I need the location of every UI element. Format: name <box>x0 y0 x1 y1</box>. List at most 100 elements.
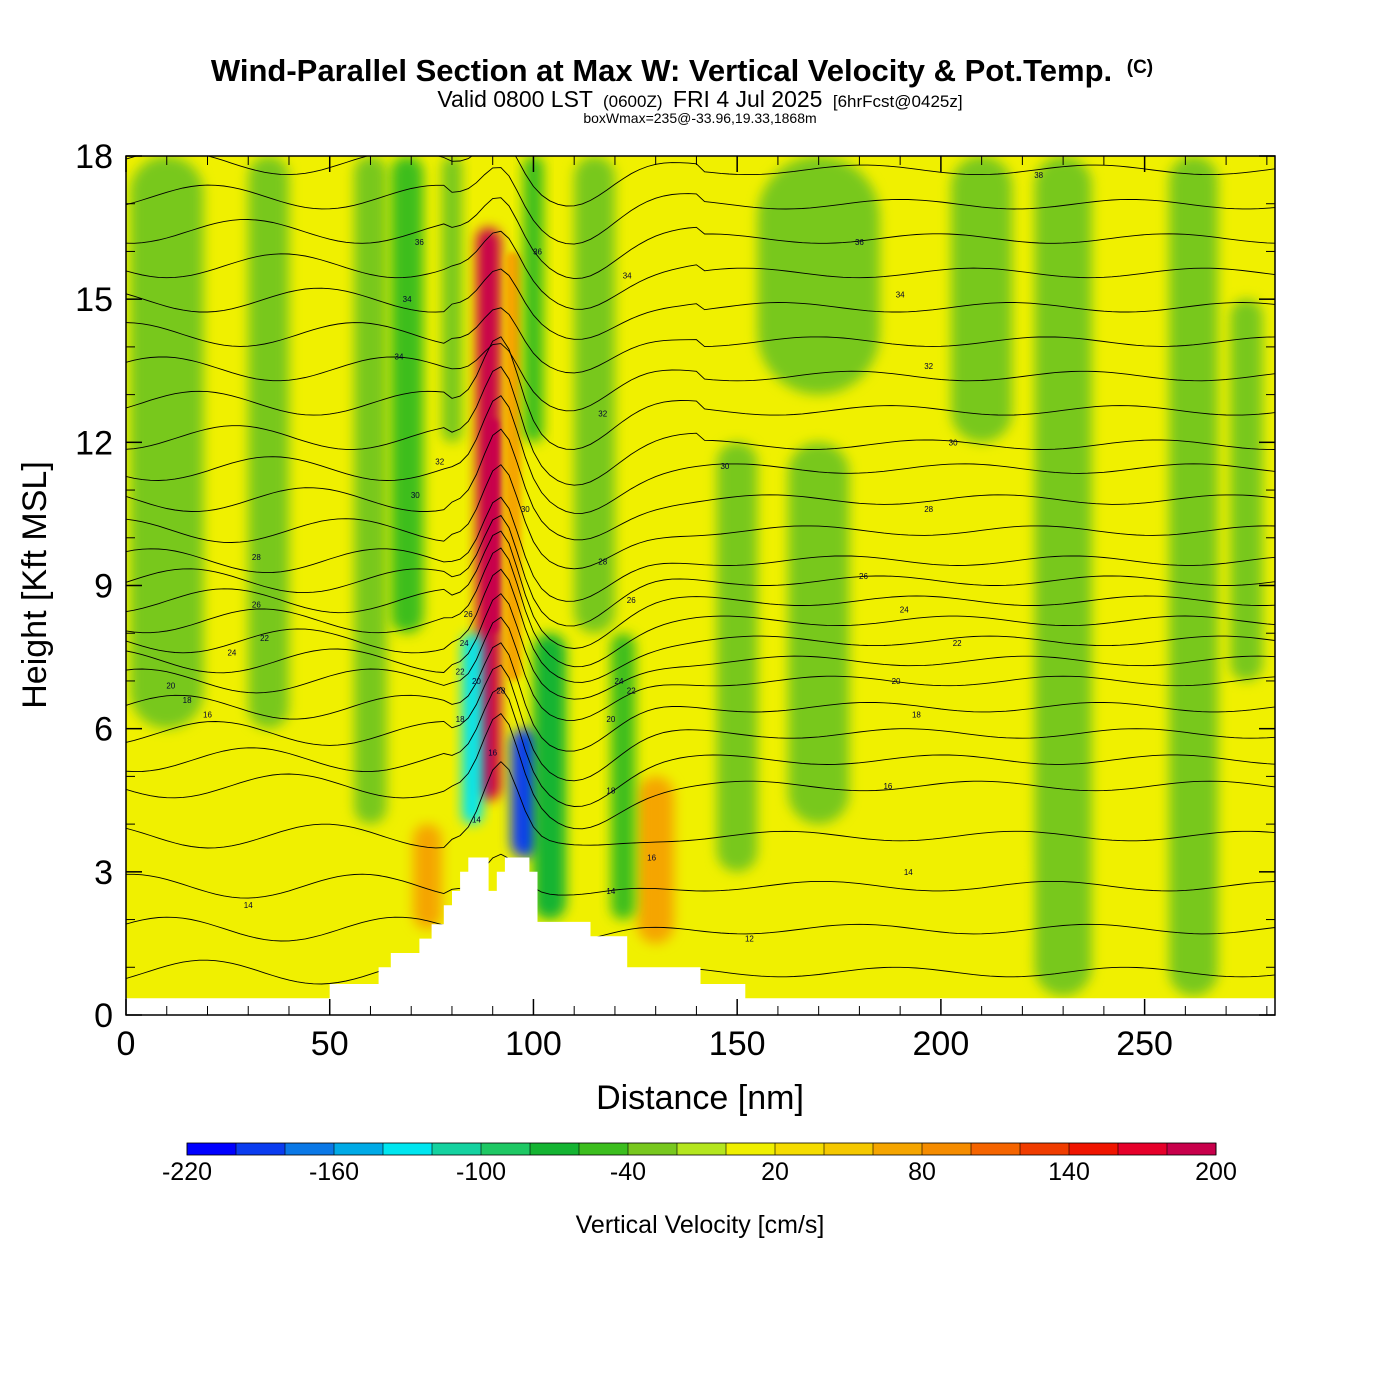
theta-contour-label: 14 <box>904 868 913 877</box>
theta-contour-line <box>126 897 1275 943</box>
velocity-cell <box>610 633 636 920</box>
colorbar-tick-label: -100 <box>456 1158 506 1186</box>
theta-contour-line <box>126 428 1275 541</box>
theta-contour-label: 36 <box>415 238 424 247</box>
theta-contour-line <box>126 156 1275 207</box>
theta-contour-label: 20 <box>166 682 175 691</box>
theta-contour-label: 30 <box>521 505 530 514</box>
velocity-cell <box>1169 156 1218 996</box>
subtitle-utc: (0600Z) <box>603 92 663 111</box>
theta-contour-label: 24 <box>615 677 624 686</box>
theta-contour-label: 14 <box>244 901 253 910</box>
theta-contour-line <box>126 496 1275 602</box>
velocity-cell <box>951 156 1013 443</box>
y-tick-label: 9 <box>94 568 113 606</box>
colorbar-swatch <box>726 1143 776 1155</box>
theta-contour-label: 32 <box>435 457 444 466</box>
theta-contour-label: 24 <box>460 639 469 648</box>
y-axis-label: Height [Kft MSL] <box>16 461 54 709</box>
colorbar-frame <box>186 1142 1217 1156</box>
theta-contour-line <box>126 464 1275 570</box>
theta-contour-label: 26 <box>252 601 261 610</box>
theta-contour-label: 28 <box>252 553 261 562</box>
colorbar-tick-label: 80 <box>908 1158 936 1186</box>
theta-contour-label: 16 <box>883 782 892 791</box>
theta-contour-label: 26 <box>859 572 868 581</box>
theta-contour-line <box>126 167 1275 245</box>
theta-contour-label: 34 <box>623 271 632 280</box>
theta-contour-label: 30 <box>720 462 729 471</box>
theta-contour-label: 36 <box>533 247 542 256</box>
colorbar: -220 -160 -100 -40 20 80 140 200 <box>162 1142 1237 1186</box>
theta-contour-line <box>126 642 1275 752</box>
theta-contour-line <box>126 395 1275 514</box>
velocity-cell <box>637 776 675 944</box>
x-tick-label: 0 <box>117 1025 136 1063</box>
velocity-cell <box>716 442 758 872</box>
theta-contour-label: 16 <box>488 749 497 758</box>
theta-contour-label: 30 <box>411 491 420 500</box>
colorbar-swatch <box>481 1143 531 1155</box>
theta-contour-label: 34 <box>403 295 412 304</box>
theta-contour-label: 24 <box>900 605 909 614</box>
theta-contour-line <box>126 853 1275 899</box>
velocity-cell <box>486 418 499 634</box>
theta-contour-label: 20 <box>606 715 615 724</box>
colorbar-tick-label: 140 <box>1048 1158 1090 1186</box>
colorbar-swatch <box>187 1143 237 1155</box>
colorbar-tick-label: -40 <box>610 1158 646 1186</box>
velocity-cell <box>413 824 442 930</box>
plot-area: 1416182024222628303234343636343836343230… <box>126 156 1275 1015</box>
x-tick-label: 200 <box>913 1025 970 1063</box>
colorbar-swatch <box>873 1143 923 1155</box>
theta-contour-label: 22 <box>456 667 465 676</box>
chart-subtitle-box: boxWmax=235@-33.96,19.33,1868m <box>583 110 816 126</box>
velocity-cell <box>574 156 615 634</box>
theta-contour-label: 20 <box>472 677 481 686</box>
velocity-cell <box>462 633 483 825</box>
y-tick-label: 0 <box>94 997 113 1035</box>
colorbar-swatch <box>1167 1143 1217 1155</box>
theta-contour-label: 28 <box>924 505 933 514</box>
theta-contour-line <box>126 712 1275 830</box>
theta-contour-label: 38 <box>1034 171 1043 180</box>
subtitle-valid: Valid 0800 LST <box>437 86 593 112</box>
y-tick-label: 6 <box>94 711 113 749</box>
theta-contour-label: 24 <box>227 648 236 657</box>
theta-contour-line <box>126 343 1275 412</box>
colorbar-swatch <box>285 1143 335 1155</box>
theta-contour-line <box>126 568 1275 683</box>
velocity-cell <box>788 442 850 825</box>
colorbar-swatch <box>971 1143 1021 1155</box>
colorbar-swatch <box>824 1143 874 1155</box>
colorbar-swatch <box>1069 1143 1119 1155</box>
theta-contour-line <box>126 230 1275 310</box>
colorbar-tick-label: 200 <box>1195 1158 1237 1186</box>
theta-contour-label: 18 <box>606 787 615 796</box>
theta-contour-label: 16 <box>203 710 212 719</box>
theta-contour-label: 18 <box>456 715 465 724</box>
velocity-cell <box>533 633 567 920</box>
theta-contour-label: 28 <box>496 686 505 695</box>
velocity-cell <box>523 156 544 443</box>
theta-contour-line <box>126 686 1275 807</box>
velocity-cell <box>1230 299 1263 681</box>
colorbar-swatch <box>432 1143 482 1155</box>
theta-contour-label: 22 <box>627 686 636 695</box>
colorbar-swatch <box>1118 1143 1168 1155</box>
theta-contour-line <box>126 307 1275 374</box>
theta-contour-label: 14 <box>606 887 615 896</box>
theta-contour-line <box>126 336 1275 450</box>
theta-contour-line <box>126 197 1275 280</box>
theta-contour-label: 20 <box>892 677 901 686</box>
colorbar-swatch <box>922 1143 972 1155</box>
x-tick-label: 100 <box>505 1025 562 1063</box>
colorbar-swatch <box>334 1143 384 1155</box>
theta-contour-line <box>126 530 1275 649</box>
theta-contour-line <box>126 761 1275 849</box>
velocity-cell <box>390 156 424 634</box>
velocity-cell <box>248 156 289 729</box>
theta-contour-line <box>126 268 1275 340</box>
theta-contour-line <box>126 514 1275 627</box>
